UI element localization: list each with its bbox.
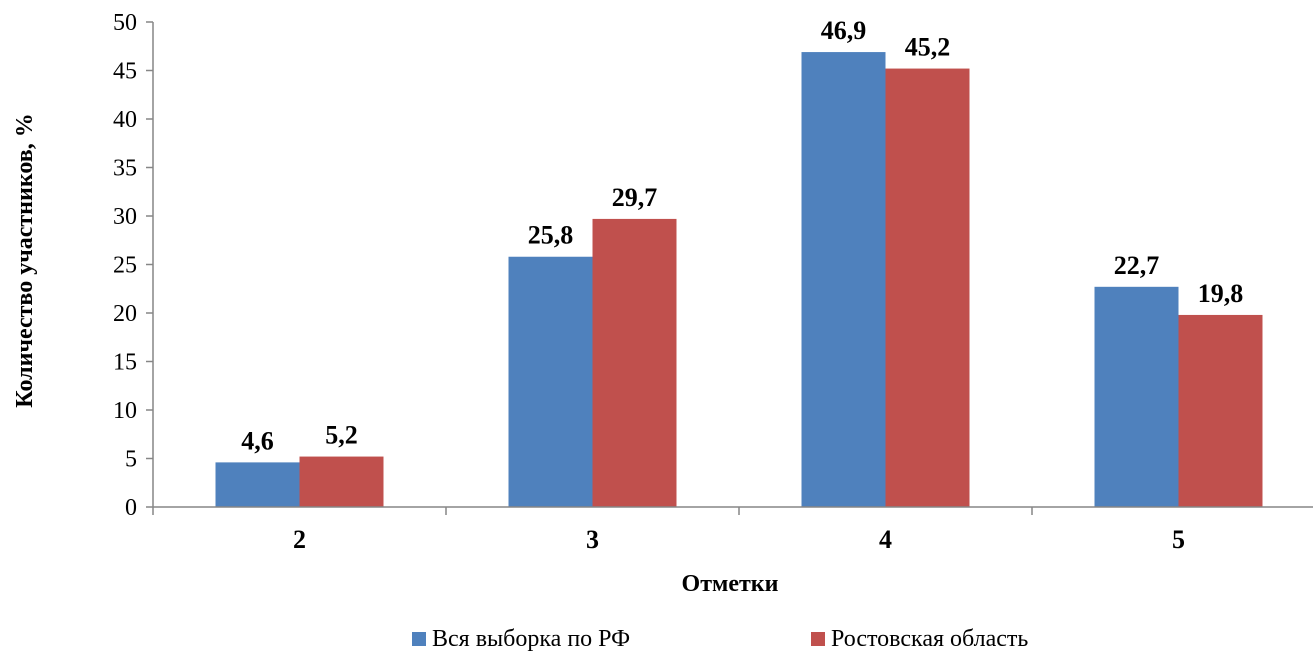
y-tick-label: 0	[125, 495, 137, 521]
bar	[299, 456, 384, 507]
y-tick-label: 50	[113, 10, 137, 36]
data-label: 5,2	[325, 421, 358, 450]
x-tick-label: 2	[293, 525, 306, 554]
bar	[215, 462, 300, 507]
bar	[508, 256, 593, 507]
bar	[1094, 286, 1179, 507]
legend: Вся выборка по РФ Ростовская область	[412, 626, 1028, 652]
y-tick-label: 30	[113, 204, 137, 230]
x-tick-label: 3	[586, 525, 599, 554]
x-tick-label: 5	[1172, 525, 1185, 554]
y-tick-label: 45	[113, 59, 137, 85]
data-label: 4,6	[241, 426, 274, 455]
y-tick-label: 40	[113, 107, 137, 133]
x-axis-ticks: 2 3 4 5	[152, 507, 1185, 554]
y-tick-label: 35	[113, 156, 137, 182]
data-label: 25,8	[528, 221, 574, 250]
legend-label: Ростовская область	[831, 626, 1028, 652]
data-label: 45,2	[905, 33, 951, 62]
y-tick-label: 25	[113, 253, 137, 279]
legend-swatch	[811, 632, 825, 646]
y-tick-label: 15	[113, 350, 137, 376]
y-tick-label: 5	[125, 447, 137, 473]
legend-label: Вся выборка по РФ	[432, 626, 630, 652]
legend-swatch	[412, 632, 426, 646]
data-label: 22,7	[1114, 251, 1160, 280]
bar	[801, 52, 886, 507]
bar	[885, 68, 970, 507]
y-axis-ticks: 0 5 10 15 20 25 30 35 40 45 50	[113, 10, 153, 521]
data-label: 29,7	[612, 183, 658, 212]
bar	[1178, 314, 1263, 507]
data-labels: 4,6 5,2 25,8 29,7 46,9 45,2 22,7 19,8	[241, 16, 1243, 455]
y-tick-label: 20	[113, 301, 137, 327]
bar	[592, 218, 677, 507]
x-axis-title: Отметки	[682, 571, 779, 597]
data-label: 46,9	[821, 16, 867, 45]
y-axis-title: Количество участников, %	[12, 113, 38, 407]
x-tick-label: 4	[879, 525, 892, 554]
data-label: 19,8	[1198, 279, 1244, 308]
bars	[215, 52, 1263, 507]
y-tick-label: 10	[113, 398, 137, 424]
